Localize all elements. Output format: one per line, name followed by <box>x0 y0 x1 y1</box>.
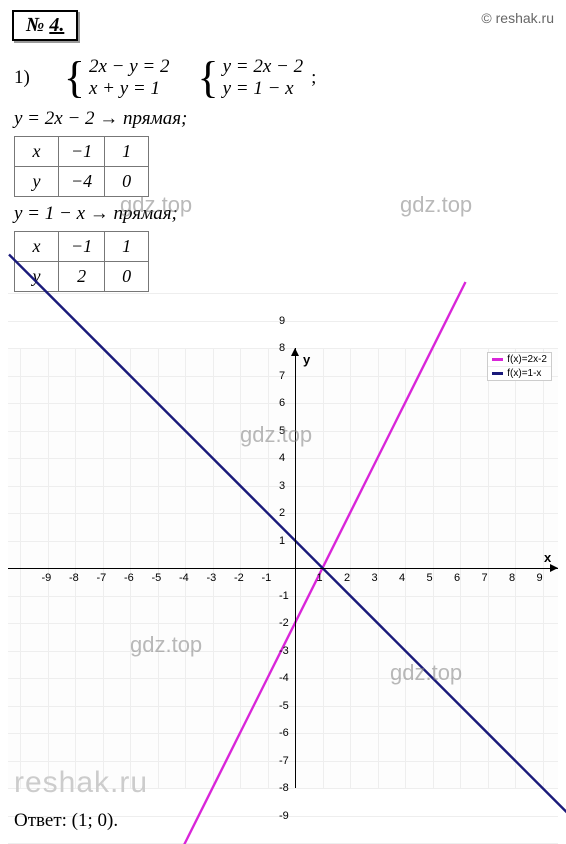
system-1: { 2x − y = 2 x + y = 1 <box>64 56 170 100</box>
table-row: y −4 0 <box>15 166 149 196</box>
table-row: x −1 1 <box>15 136 149 166</box>
label-prefix: № <box>26 14 49 36</box>
brand-watermark: reshak.ru <box>14 766 148 800</box>
cell: −4 <box>59 166 105 196</box>
line1-text: y = 2x − 2 → прямая; <box>14 108 552 130</box>
x-axis-label: x <box>544 550 551 565</box>
table-1: x −1 1 y −4 0 <box>14 136 149 197</box>
y-axis-label: y <box>303 352 310 367</box>
semicolon: ; <box>311 67 316 89</box>
eq1b: x + y = 1 <box>89 78 170 100</box>
answer: Ответ: (1; 0). <box>14 810 118 832</box>
problem-number-box: № 4. <box>12 10 78 41</box>
equation-line: 1) { 2x − y = 2 x + y = 1 { y = 2x − 2 y… <box>14 56 552 100</box>
cell: y <box>15 166 59 196</box>
cell: x <box>15 136 59 166</box>
table-2: x −1 1 y 2 0 <box>14 231 149 292</box>
chart: f(x)=2x-2 f(x)=1-x y x -9-9-8-8-7-7-6-6-… <box>8 348 558 788</box>
eq1a: 2x − y = 2 <box>89 56 170 78</box>
answer-label: Ответ: <box>14 810 72 831</box>
cell: 1 <box>105 231 149 261</box>
system-2: { y = 2x − 2 y = 1 − x <box>197 56 303 100</box>
problem-subnumber: 1) <box>14 67 30 89</box>
cell: 0 <box>105 166 149 196</box>
cell: 0 <box>105 261 149 291</box>
cell: −1 <box>59 231 105 261</box>
cell: 2 <box>59 261 105 291</box>
cell: −1 <box>59 136 105 166</box>
answer-value: (1; 0). <box>72 810 118 831</box>
label-num: 4. <box>49 14 64 36</box>
line2-text: y = 1 − x → прямая; <box>14 203 552 225</box>
brace-icon: { <box>64 58 85 98</box>
eq2b: y = 1 − x <box>223 78 304 100</box>
content: 1) { 2x − y = 2 x + y = 1 { y = 2x − 2 y… <box>14 56 552 298</box>
table-row: x −1 1 <box>15 231 149 261</box>
cell: 1 <box>105 136 149 166</box>
table-row: y 2 0 <box>15 261 149 291</box>
eq2a: y = 2x − 2 <box>223 56 304 78</box>
brace-icon: { <box>197 58 218 98</box>
cell: x <box>15 231 59 261</box>
copyright: © reshak.ru <box>481 10 554 26</box>
